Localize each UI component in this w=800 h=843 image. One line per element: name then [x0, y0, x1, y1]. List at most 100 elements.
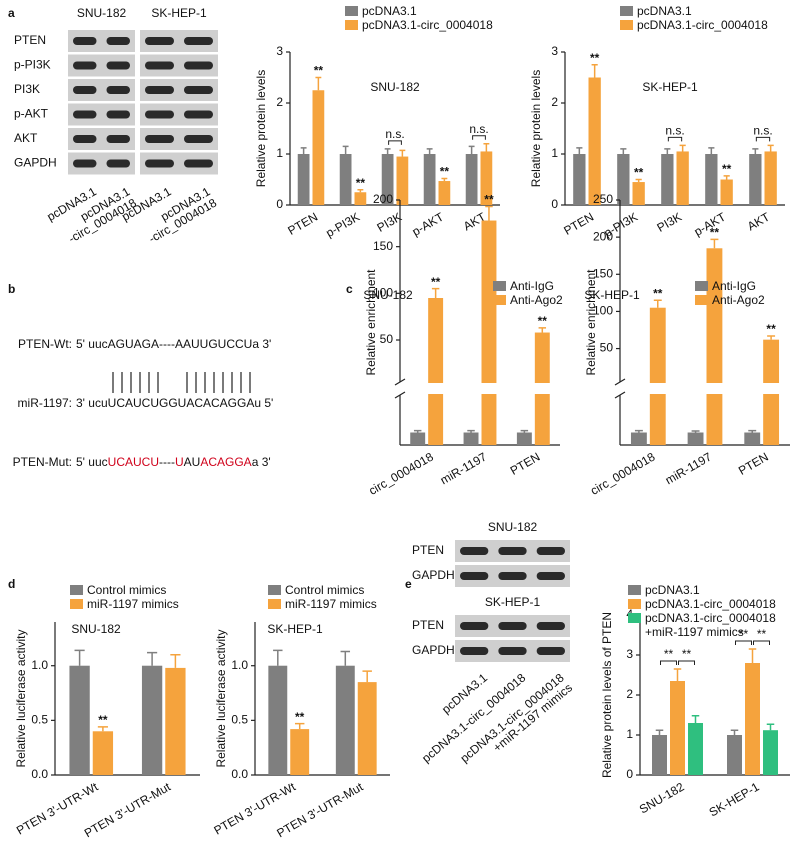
significance-label: ** — [356, 176, 366, 190]
blot-band — [106, 135, 130, 143]
blot-row-label: p-AKT — [14, 107, 49, 121]
blot-band — [106, 159, 130, 168]
sequence-segment: 3' ucuUCAUCUGGUACACAGGAu 5' — [76, 396, 273, 410]
blot-band — [145, 37, 174, 45]
error-bar — [399, 149, 406, 157]
error-bar — [315, 76, 322, 91]
significance-label: ** — [590, 51, 600, 65]
y-axis-label: Relative enrichment — [364, 269, 378, 376]
sequence: 3' ucuUCAUCUGGUACACAGGAu 5' — [76, 396, 273, 410]
chart-title: SK-HEP-1 — [584, 288, 640, 302]
blot-row-label: p-PI3K — [14, 58, 51, 72]
bar — [706, 248, 723, 445]
legend-label: pcDNA3.1 — [637, 4, 692, 18]
comparison-label: ** — [664, 647, 674, 661]
bar — [396, 156, 409, 205]
chart-title: SK-HEP-1 — [642, 80, 698, 94]
error-bar — [691, 715, 700, 723]
x-tick-label: AKT — [745, 209, 773, 233]
significance-label: ** — [722, 162, 732, 176]
y-tick-label: 2 — [551, 95, 558, 109]
bar — [652, 735, 667, 775]
pairing-lines — [112, 372, 251, 393]
y-tick-label: 1.0 — [231, 658, 248, 672]
blot-column-label: SK-HEP-1 — [151, 6, 207, 20]
x-tick-label: p-AKT — [410, 209, 447, 238]
y-tick-label: 0.5 — [31, 713, 48, 727]
panel-letter: a — [8, 6, 15, 20]
bar — [357, 682, 377, 775]
error-bar — [273, 649, 283, 666]
comparison-label: ** — [739, 627, 749, 641]
sequence-name: miR-1197: — [18, 396, 72, 410]
blot-box — [140, 152, 218, 175]
legend-swatch — [268, 599, 281, 609]
legend-item: pcDNA3.1 — [345, 4, 493, 18]
sequence-segment: 5' uucAGUAGA----AAUUGUCCUa 3' — [76, 337, 271, 351]
bar — [463, 432, 479, 445]
legend-label: miR-1197 mimics — [285, 597, 377, 611]
x-tick: circ_0004018 — [588, 450, 658, 498]
bar — [165, 667, 186, 775]
blot-row-label: GAPDH — [412, 568, 455, 582]
sequence-segment: 5' uuc — [76, 455, 108, 469]
y-tick-label: 1 — [276, 146, 283, 160]
x-tick: PTEN — [508, 450, 543, 478]
blot-band — [536, 647, 565, 655]
bar — [630, 432, 647, 445]
legend-label: Control mimics — [285, 583, 365, 597]
x-tick: AKT — [745, 209, 773, 233]
legend-swatch — [345, 6, 358, 16]
x-tick: p-AKT — [410, 209, 447, 238]
blot-band — [184, 135, 213, 143]
blot-band — [498, 622, 527, 630]
legend-swatch — [695, 295, 708, 305]
error-bar — [679, 144, 686, 152]
error-bar — [634, 429, 643, 433]
legend-swatch — [70, 585, 83, 595]
legend: pcDNA3.1 pcDNA3.1-circ_0004018 — [620, 4, 768, 32]
error-bar — [468, 145, 475, 154]
blot-band — [536, 572, 565, 580]
legend-label: pcDNA3.1 — [645, 583, 700, 597]
blot-row-label: PTEN — [412, 543, 444, 557]
y-tick-label: 100 — [593, 304, 613, 318]
legend-swatch — [628, 599, 641, 609]
chart-title: SNU-182 — [363, 288, 413, 302]
error-bar — [520, 429, 529, 433]
y-axis-label: Relative luciferase activity — [14, 629, 28, 767]
error-bar — [300, 147, 307, 154]
blot-band — [73, 110, 97, 119]
blot-band — [184, 159, 213, 168]
legend-swatch — [493, 281, 506, 291]
error-bar — [664, 148, 671, 154]
comparison-bracket — [753, 640, 770, 645]
significance-label: ** — [440, 165, 450, 179]
blot-band — [145, 86, 174, 94]
axis-break — [401, 383, 561, 394]
blot-box — [140, 30, 218, 52]
x-tick-label: p-PI3K — [323, 210, 362, 240]
x-tick-label: SNU-182 — [637, 780, 687, 817]
x-tick: PTEN — [736, 450, 771, 478]
legend-swatch — [628, 613, 641, 623]
axis-break — [621, 383, 791, 394]
error-bar — [748, 648, 757, 663]
sequence: 5' uucUCAUCU----UAUACAGGAa 3' — [76, 455, 271, 469]
y-tick-label: 2 — [626, 687, 633, 701]
error-bar — [147, 651, 158, 666]
error-bar — [384, 148, 391, 154]
significance-label: ** — [98, 713, 108, 727]
bar — [141, 665, 163, 775]
legend: Control mimics miR-1197 mimics — [70, 583, 179, 611]
bar — [745, 663, 760, 775]
bar — [764, 151, 777, 205]
blot-box — [140, 103, 218, 126]
x-tick-label: SK-HEP-1 — [707, 780, 762, 820]
blot-row-label: PI3K — [14, 82, 40, 96]
error-bar — [467, 429, 475, 433]
bar — [69, 665, 90, 775]
y-tick-label: 3 — [276, 44, 283, 58]
